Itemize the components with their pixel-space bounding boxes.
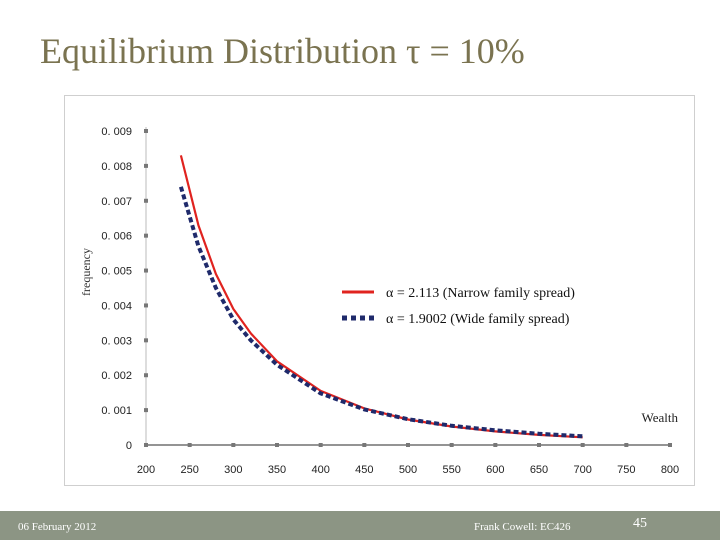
x-axis-label: Wealth [642,410,679,425]
y-tick-mark [144,303,148,308]
y-tick-mark [144,338,148,343]
y-tick-label: 0. 005 [101,266,132,278]
y-tick-label: 0. 002 [101,370,132,382]
x-tick-label: 400 [311,464,329,476]
y-tick-mark [144,373,148,378]
equilibrium-distribution-chart: 0 0. 001 0. 002 0. 003 0. 004 0. 005 0. 006 0. … [79,126,679,476]
y-tick-label: 0. 001 [101,405,132,417]
slide-title: Equilibrium Distribution τ = 10% [40,31,525,71]
x-tick-label: 800 [661,464,679,476]
x-tick-label: 200 [137,464,155,476]
y-tick-mark [144,233,148,238]
x-tick-mark [187,443,192,447]
x-tick-mark [362,443,367,447]
x-tick-label: 550 [442,464,460,476]
legend-label: α = 2.113 (Narrow family spread) [386,286,575,301]
x-tick-label: 450 [355,464,373,476]
x-tick-mark [449,443,454,447]
x-tick-label: 750 [617,464,635,476]
y-tick-label: 0. 007 [101,196,132,208]
x-tick-mark [318,443,323,447]
x-tick-label: 300 [224,464,242,476]
x-tick-label: 350 [268,464,286,476]
y-tick-mark [144,268,148,273]
y-axis-ticks: 0 0. 001 0. 002 0. 003 0. 004 0. 005 0. 006 0. … [101,126,148,452]
x-tick-label: 250 [180,464,198,476]
x-tick-label: 600 [486,464,504,476]
legend-label: α = 1.9002 (Wide family spread) [386,312,570,327]
x-tick-label: 700 [573,464,591,476]
chart-legend: α = 2.113 (Narrow family spread) α = 1.90… [342,286,575,327]
chart-series [178,155,583,439]
series-line-narrow [179,155,583,439]
x-tick-mark [406,443,410,447]
x-tick-mark [580,443,585,447]
y-axis-label: frequency [79,248,93,296]
y-tick-label: 0. 009 [101,126,132,138]
page-number: 45 [633,516,647,531]
y-tick-mark [144,129,148,133]
x-tick-mark [144,443,148,447]
x-tick-mark [493,443,498,447]
y-tick-mark [144,408,148,413]
x-tick-label: 650 [530,464,548,476]
x-tick-mark [668,443,672,447]
x-tick-mark [275,443,279,447]
y-tick-label: 0. 003 [101,335,132,347]
y-tick-label: 0. 004 [101,300,132,312]
y-tick-mark [144,163,148,168]
plot-frame [64,95,695,486]
series-line-wide [178,186,583,439]
y-tick-label: 0. 008 [101,161,132,173]
x-tick-mark [537,443,541,447]
footer-bar: 06 February 2012 Frank Cowell: EC426 45 [0,511,720,540]
x-tick-label: 500 [399,464,417,476]
y-tick-mark [144,198,148,203]
x-tick-mark [624,443,629,447]
footer-date: 06 February 2012 [18,521,97,533]
y-tick-label: 0 [126,440,132,452]
y-tick-label: 0. 006 [101,231,132,243]
x-tick-mark [231,443,236,447]
x-axis-ticks: 200 250 300 350 400 450 500 550 600 650 700 750 800 [137,443,679,476]
footer-author: Frank Cowell: EC426 [474,521,571,533]
